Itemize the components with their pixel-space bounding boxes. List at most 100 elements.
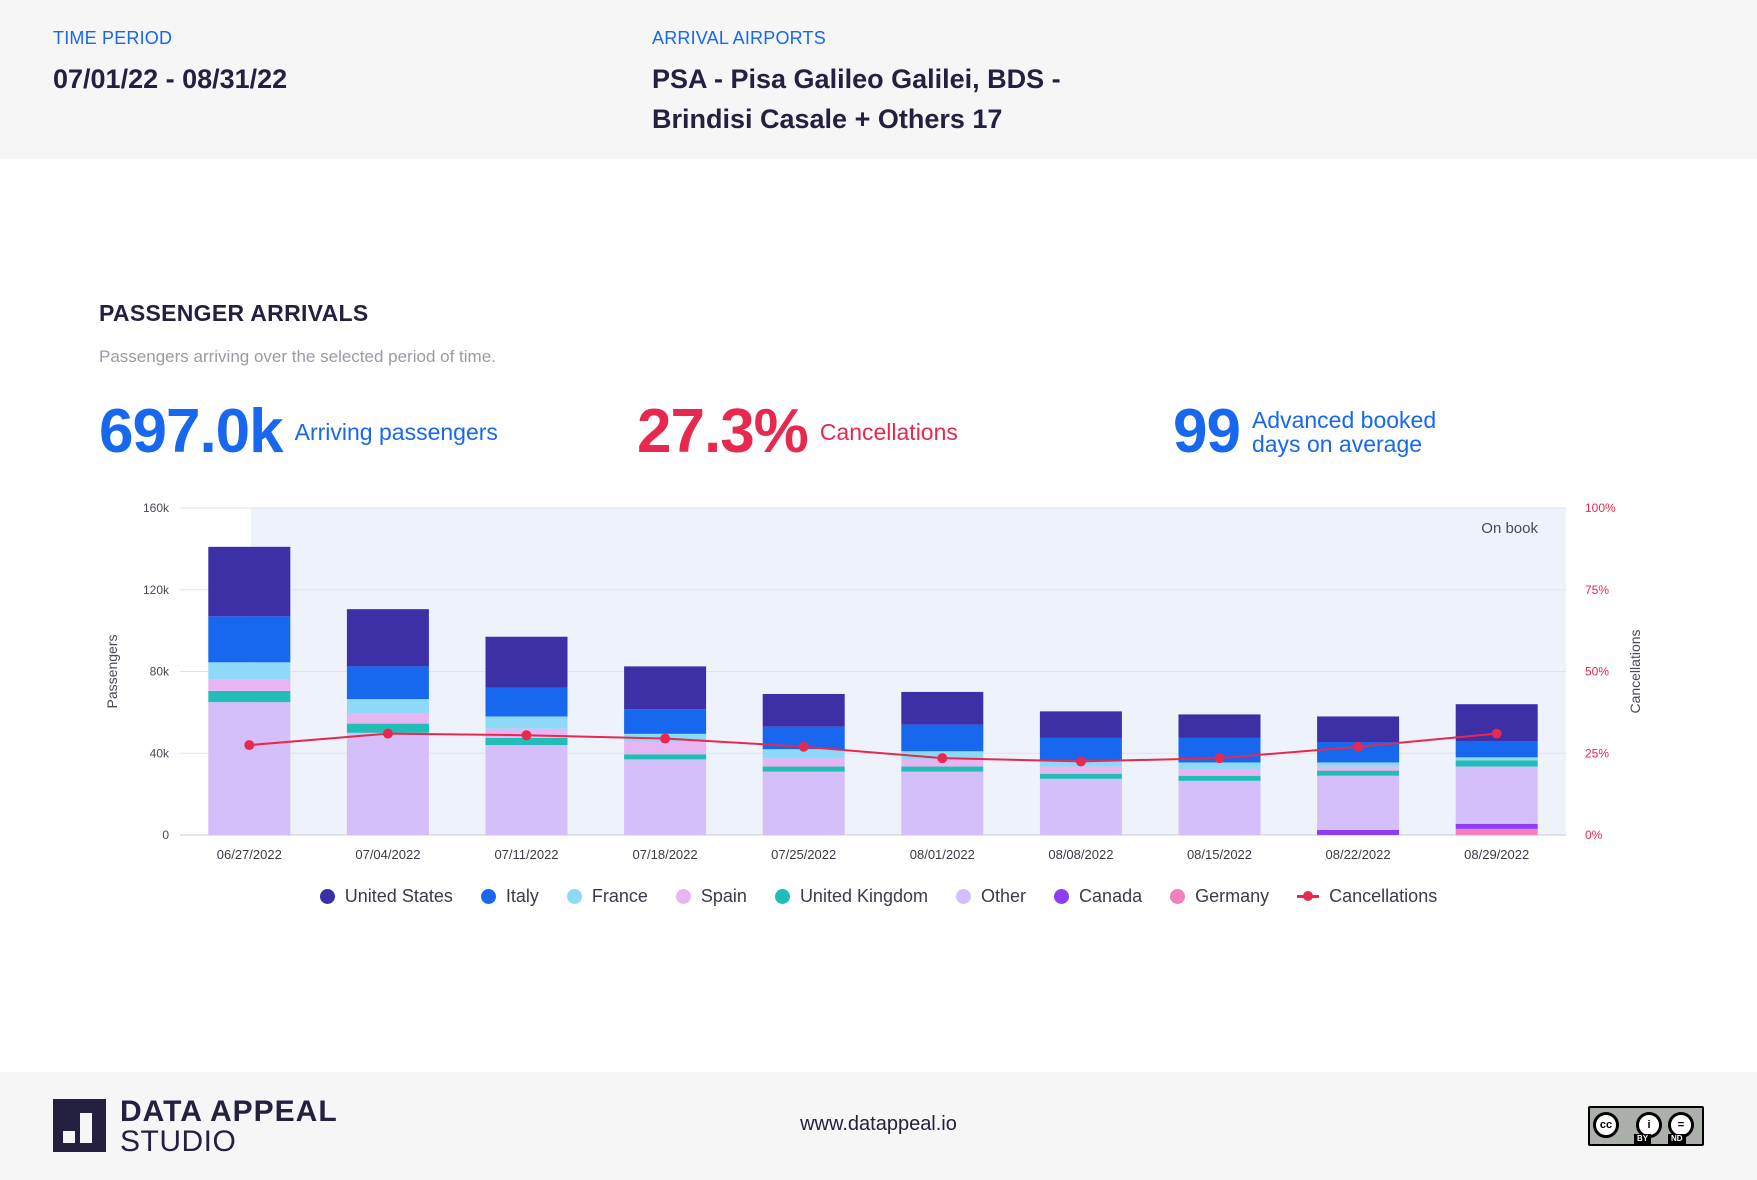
cancellations-point: [1075, 756, 1086, 767]
kpi-arriving-passengers: 697.0k Arriving passengers: [99, 395, 498, 469]
cancellations-line: [249, 732, 1497, 763]
x-tick-label: 07/25/2022: [771, 847, 836, 862]
legend-swatch: [566, 889, 582, 904]
cc-icon: cc: [1593, 1112, 1619, 1138]
kpi-cancellations-label: Cancellations: [819, 419, 958, 445]
legend-swatch: [1054, 889, 1070, 904]
bar-segment-united-kingdom: [762, 766, 845, 772]
bar-segment-other: [901, 771, 984, 835]
bar-segment-united-kingdom: [1317, 770, 1400, 776]
website-link[interactable]: www.datappeal.io: [800, 1113, 957, 1135]
y-tick-label: 0: [162, 828, 169, 842]
legend-item-germany[interactable]: Germany: [1170, 886, 1269, 907]
bar-segment-united-kingdom: [624, 754, 707, 760]
bar-segment-italy: [208, 616, 291, 663]
arrival-airports-filter[interactable]: ARRIVAL AIRPORTS PSA - Pisa Galileo Gali…: [652, 28, 1122, 139]
bar-segment-other: [208, 702, 291, 835]
license-nd-tag: ND: [1668, 1134, 1686, 1144]
legend-swatch: [956, 889, 972, 904]
bar-segment-canada: [1455, 823, 1538, 829]
bar-segment-united-kingdom: [208, 690, 291, 703]
on-book-annotation: On book: [1481, 520, 1538, 537]
time-period-value: 07/01/22 - 08/31/22: [53, 64, 288, 94]
bar-segment-other: [624, 759, 707, 835]
bar-segment-united-kingdom: [1039, 773, 1122, 779]
legend-item-cancellations[interactable]: Cancellations: [1297, 886, 1437, 907]
bar-segment-other: [1455, 766, 1538, 824]
legend-label: Italy: [505, 886, 539, 906]
x-tick-label: 07/18/2022: [633, 847, 698, 862]
legend-swatch: [1170, 889, 1186, 904]
section-title: PASSENGER ARRIVALS: [99, 300, 369, 326]
time-period-filter[interactable]: TIME PERIOD 07/01/22 - 08/31/22: [53, 28, 287, 99]
bar-segment-italy: [1039, 737, 1122, 761]
legend-item-france[interactable]: France: [566, 886, 648, 907]
bar-segment-germany: [1455, 828, 1538, 835]
y2-tick-label: 0%: [1585, 828, 1603, 842]
x-tick-label: 08/01/2022: [910, 847, 975, 862]
bar-segment-united-kingdom: [346, 723, 429, 733]
footer-band: [0, 1072, 1757, 1180]
cancellations-point: [798, 741, 809, 752]
bar-segment-spain: [1178, 769, 1261, 776]
time-period-label: TIME PERIOD: [53, 28, 173, 48]
bar-segment-italy: [1317, 742, 1400, 763]
y2-axis-title: Cancellations: [1627, 629, 1643, 713]
bar-segment-other: [1317, 775, 1400, 830]
kpi-passengers-value: 697.0k: [99, 397, 284, 466]
cancellations-point: [937, 753, 948, 764]
y-tick-label: 40k: [150, 746, 170, 760]
cancellations-point: [382, 728, 393, 739]
y-axis-title: Passengers: [104, 635, 120, 709]
y2-tick-label: 25%: [1585, 746, 1609, 760]
x-tick-label: 08/22/2022: [1326, 847, 1391, 862]
bar-segment-united-states: [208, 546, 291, 617]
cancellations-point: [1491, 728, 1502, 739]
cancellations-point: [1353, 741, 1364, 752]
kpi-advanced-booked-days: 99 Advanced booked days on average: [1173, 395, 1472, 469]
legend-swatch: [774, 889, 790, 904]
legend-swatch: [480, 889, 496, 904]
bar-segment-united-states: [762, 693, 845, 727]
bar-segment-france: [485, 716, 568, 729]
legend-item-spain[interactable]: Spain: [675, 886, 747, 907]
bar-segment-canada: [1317, 829, 1400, 835]
bar-segment-united-states: [901, 691, 984, 725]
bar-segment-united-states: [1039, 711, 1122, 738]
x-tick-label: 08/15/2022: [1187, 847, 1252, 862]
bar-segment-spain: [1039, 766, 1122, 774]
x-tick-label: 07/04/2022: [355, 847, 420, 862]
bar-segment-italy: [485, 687, 568, 717]
x-tick-label: 08/29/2022: [1464, 847, 1529, 862]
cancellations-point: [244, 740, 255, 751]
legend-item-united-kingdom[interactable]: United Kingdom: [774, 886, 928, 907]
legend-swatch: [1297, 891, 1320, 901]
y2-tick-label: 75%: [1585, 583, 1609, 597]
bar-segment-united-kingdom: [901, 766, 984, 772]
bar-segment-united-states: [1317, 716, 1400, 743]
legend-swatch: [319, 889, 335, 904]
bar-segment-spain: [762, 758, 845, 767]
y-tick-label: 80k: [150, 665, 170, 679]
arrival-airports-value: PSA - Pisa Galileo Galilei, BDS - Brindi…: [652, 64, 1061, 134]
bar-segment-italy: [346, 666, 429, 700]
legend-label: France: [591, 886, 648, 906]
bar-segment-france: [1178, 762, 1261, 770]
bar-segment-other: [1039, 778, 1122, 835]
legend-item-other[interactable]: Other: [956, 886, 1026, 907]
y-tick-label: 160k: [143, 501, 170, 515]
passenger-arrivals-chart[interactable]: 0 0% 40k 25% 80k 50% 120k 75% 160k 100% Passengers…: [0, 490, 1757, 870]
bar-segment-italy: [762, 726, 845, 750]
bar-segment-other: [346, 732, 429, 835]
bar-segment-france: [762, 749, 845, 759]
cancellations-point: [660, 733, 671, 744]
cancellations-point: [1214, 753, 1225, 764]
bar-segment-other: [762, 771, 845, 835]
creative-commons-license-icon[interactable]: cc i = BY ND: [1588, 1106, 1704, 1146]
legend-label: Other: [981, 886, 1027, 906]
bar-segment-spain: [624, 742, 707, 755]
legend-item-united-states[interactable]: United States: [319, 886, 453, 907]
legend-item-italy[interactable]: Italy: [480, 886, 539, 907]
bar-segment-france: [1455, 757, 1538, 761]
legend-item-canada[interactable]: Canada: [1054, 886, 1142, 907]
